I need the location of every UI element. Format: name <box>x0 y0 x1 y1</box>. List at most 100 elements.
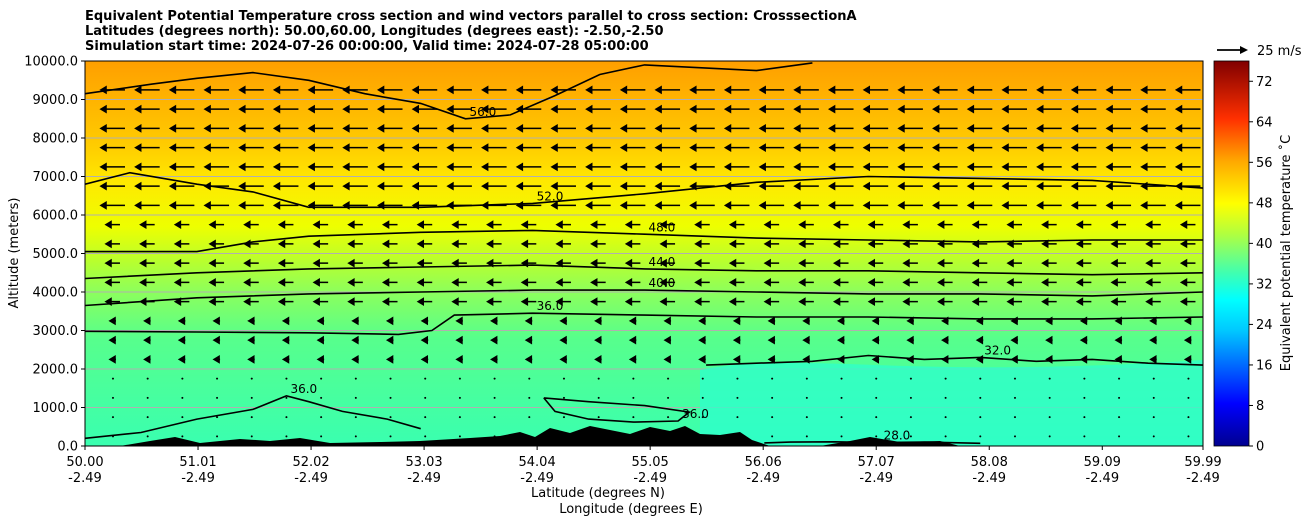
wind-vector <box>590 277 606 287</box>
wind-vector <box>1105 104 1132 114</box>
wind-vector <box>836 335 845 345</box>
wind-vector <box>875 396 878 399</box>
wind-vector <box>966 85 993 95</box>
wind-vector <box>108 335 116 345</box>
wind-vector <box>1001 143 1027 153</box>
wind-vector <box>902 220 918 230</box>
wind-vector <box>909 416 912 419</box>
wind-vector <box>862 123 889 133</box>
wind-vector <box>550 162 576 172</box>
wind-vector <box>827 200 854 210</box>
wind-vector <box>208 258 225 268</box>
wind-vector <box>555 220 571 230</box>
wind-vector <box>342 143 368 153</box>
wind-vector <box>897 181 923 191</box>
wind-vector <box>689 181 715 191</box>
wind-vector <box>285 435 288 438</box>
wind-vector <box>347 258 363 268</box>
contour-line <box>85 264 1203 280</box>
wind-vector <box>659 277 676 287</box>
wind-vector <box>424 396 427 399</box>
wind-vector <box>347 297 363 307</box>
wind-vector <box>173 239 190 249</box>
wind-vector <box>99 200 125 210</box>
wind-vector <box>562 396 565 399</box>
wind-vector <box>798 220 814 230</box>
wind-vector <box>1070 123 1097 133</box>
wind-vector <box>1083 396 1086 399</box>
wind-vector <box>659 258 676 268</box>
wind-vector <box>758 123 785 133</box>
wind-vector <box>594 354 602 364</box>
wind-vector <box>411 162 438 172</box>
wind-vector <box>307 162 334 172</box>
wind-vector <box>281 354 290 364</box>
wind-vector <box>1145 297 1161 307</box>
wind-vector <box>177 335 186 345</box>
wind-vector <box>451 297 467 307</box>
wind-vector <box>1140 85 1166 95</box>
wind-vector <box>520 239 537 249</box>
wind-vector <box>1041 220 1057 230</box>
wind-vector <box>272 104 299 114</box>
wind-vector <box>667 416 670 419</box>
wind-vector <box>827 143 854 153</box>
wind-vector <box>624 220 641 230</box>
wind-vector <box>802 335 810 345</box>
wind-vector <box>1001 85 1027 95</box>
wind-vector <box>203 85 230 95</box>
wind-vector <box>1110 277 1127 287</box>
wind-vector <box>307 104 334 114</box>
wind-vector <box>767 354 776 364</box>
wind-vector <box>1110 297 1127 307</box>
x-tick-label-lat: 59.99 <box>1184 455 1221 470</box>
wind-vector <box>342 181 368 191</box>
wind-vector <box>111 416 114 419</box>
wind-vector <box>528 396 531 399</box>
wind-vector <box>520 220 537 230</box>
wind-vector <box>247 354 255 364</box>
wind-vector <box>281 316 290 326</box>
x-tick-label-lat: 56.06 <box>745 455 782 470</box>
wind-vector <box>381 258 398 268</box>
wind-vector <box>1114 316 1123 326</box>
wind-vector <box>389 396 392 399</box>
low-theta-region <box>700 360 1203 446</box>
wind-vector <box>909 396 912 399</box>
wind-vector <box>181 396 184 399</box>
wind-vector <box>515 143 542 153</box>
x-axis: 50.00-2.4951.01-2.4952.02-2.4953.03-2.49… <box>66 446 1222 486</box>
wind-vector <box>243 277 259 287</box>
wind-vector <box>354 377 357 380</box>
wind-vector <box>763 277 780 287</box>
wind-vector <box>208 297 225 307</box>
wind-vector <box>168 162 195 172</box>
wind-vector <box>99 181 125 191</box>
x-tick-label-lat: 54.04 <box>519 455 556 470</box>
wind-vector <box>1048 396 1051 399</box>
wind-vector <box>490 335 498 345</box>
wind-vector <box>897 85 923 95</box>
wind-vector <box>451 239 467 249</box>
y-tick-label: 4000.0 <box>33 286 79 301</box>
wind-vector <box>701 377 704 380</box>
wind-vector <box>1036 200 1062 210</box>
wind-vector <box>1013 377 1016 380</box>
wind-vector <box>932 123 958 133</box>
wind-vector <box>243 220 259 230</box>
colorbar-tick-label: 72 <box>1256 75 1273 90</box>
wind-vector <box>1183 335 1192 345</box>
wind-vector <box>840 435 843 438</box>
wind-vector <box>975 335 984 345</box>
wind-vector <box>832 239 849 249</box>
wind-vector <box>862 162 889 172</box>
wind-vector <box>320 396 323 399</box>
wind-vector <box>486 277 502 287</box>
wind-vector <box>832 277 849 287</box>
wind-vector <box>173 258 190 268</box>
wind-vector <box>1036 104 1062 114</box>
x-tick-label-lon: -2.49 <box>859 471 893 486</box>
contour-label: 36.0 <box>682 407 709 421</box>
wind-vector <box>247 335 255 345</box>
wind-vector <box>486 297 502 307</box>
